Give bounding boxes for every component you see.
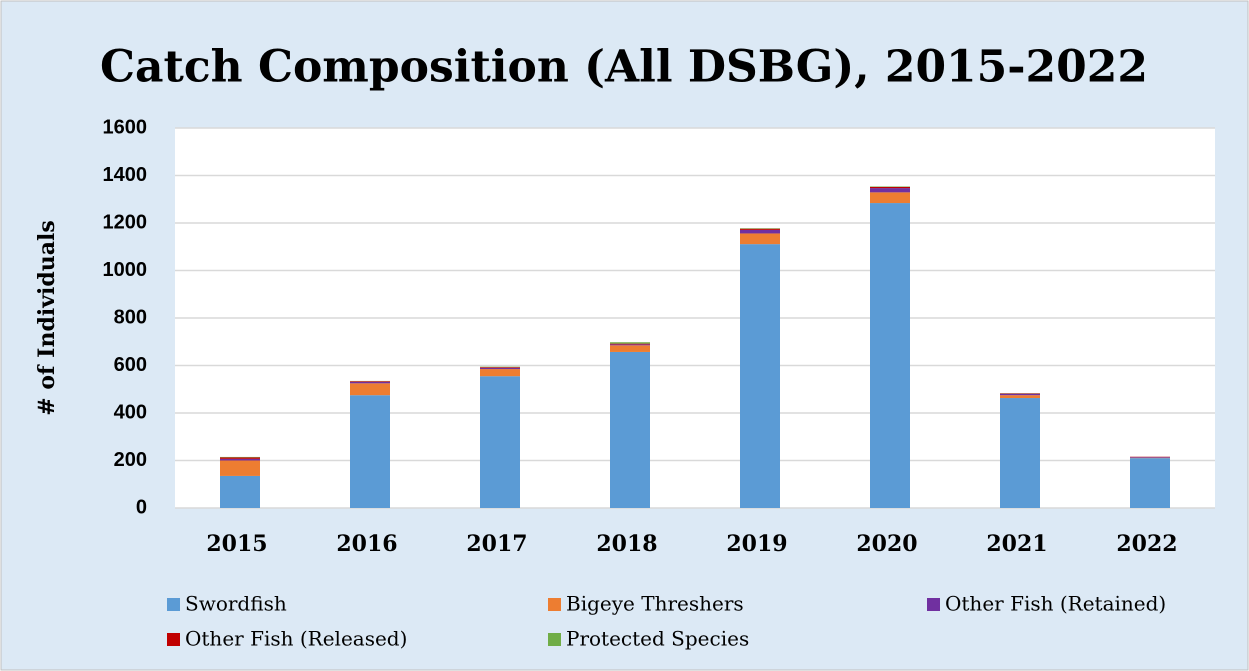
- legend-label: Protected Species: [566, 627, 749, 651]
- y-tick-label: 1200: [103, 211, 148, 233]
- x-tick-label: 2020: [856, 531, 917, 557]
- bar-segment: [1130, 458, 1170, 508]
- bar-segment: [870, 188, 910, 193]
- bar-segment: [870, 192, 910, 204]
- legend-label: Other Fish (Released): [185, 627, 407, 651]
- y-tick-label: 400: [114, 401, 147, 423]
- y-tick-label: 600: [114, 354, 147, 376]
- chart-title: Catch Composition (All DSBG), 2015-2022: [100, 42, 1148, 93]
- x-tick-label: 2017: [466, 531, 527, 557]
- bar-segment: [1130, 456, 1170, 458]
- bar-segment: [740, 233, 780, 245]
- x-tick-label: 2022: [1116, 531, 1177, 557]
- x-tick-label: 2018: [596, 531, 657, 557]
- bar-segment: [610, 342, 650, 344]
- bar-segment: [350, 383, 390, 396]
- bar-segment: [480, 376, 520, 508]
- y-tick-label: 800: [114, 306, 147, 328]
- legend-swatch: [927, 598, 940, 611]
- bar-segment: [610, 343, 650, 345]
- legend-swatch: [548, 633, 561, 646]
- x-tick-label: 2015: [206, 531, 267, 557]
- y-tick-label: 1000: [103, 259, 148, 281]
- legend-label: Other Fish (Retained): [945, 592, 1166, 616]
- legend-swatch: [167, 598, 180, 611]
- bar-segment: [220, 457, 260, 459]
- bar-segment: [740, 229, 780, 234]
- bar-segment: [350, 381, 390, 382]
- bar-segment: [610, 344, 650, 346]
- bar-segment: [740, 244, 780, 508]
- bar-segment: [1000, 393, 1040, 396]
- bar-segment: [610, 351, 650, 508]
- bar-segment: [350, 395, 390, 508]
- y-tick-label: 0: [136, 496, 147, 518]
- bar-segment: [480, 367, 520, 368]
- bar-segment: [1000, 395, 1040, 399]
- bar-segment: [740, 228, 780, 230]
- y-tick-label: 1600: [103, 116, 148, 138]
- y-tick-label: 1400: [103, 164, 148, 186]
- x-tick-label: 2016: [336, 531, 397, 557]
- x-tick-label: 2021: [986, 531, 1047, 557]
- x-tick-label: 2019: [726, 531, 787, 557]
- bar-segment: [870, 186, 910, 189]
- bar-segment: [220, 475, 260, 508]
- legend-label: Bigeye Threshers: [566, 592, 744, 616]
- bar-segment: [350, 381, 390, 384]
- y-tick-label: 200: [114, 449, 147, 471]
- bar-segment: [480, 367, 520, 370]
- bar-segment: [220, 458, 260, 461]
- legend-label: Swordfish: [185, 592, 287, 616]
- bar-segment: [220, 460, 260, 476]
- legend-swatch: [548, 598, 561, 611]
- bar-segment: [480, 369, 520, 377]
- bar-segment: [870, 203, 910, 509]
- y-axis-label: # of Individuals: [34, 220, 60, 415]
- bar-segment: [1000, 398, 1040, 508]
- legend-swatch: [167, 633, 180, 646]
- bar-segment: [610, 345, 650, 352]
